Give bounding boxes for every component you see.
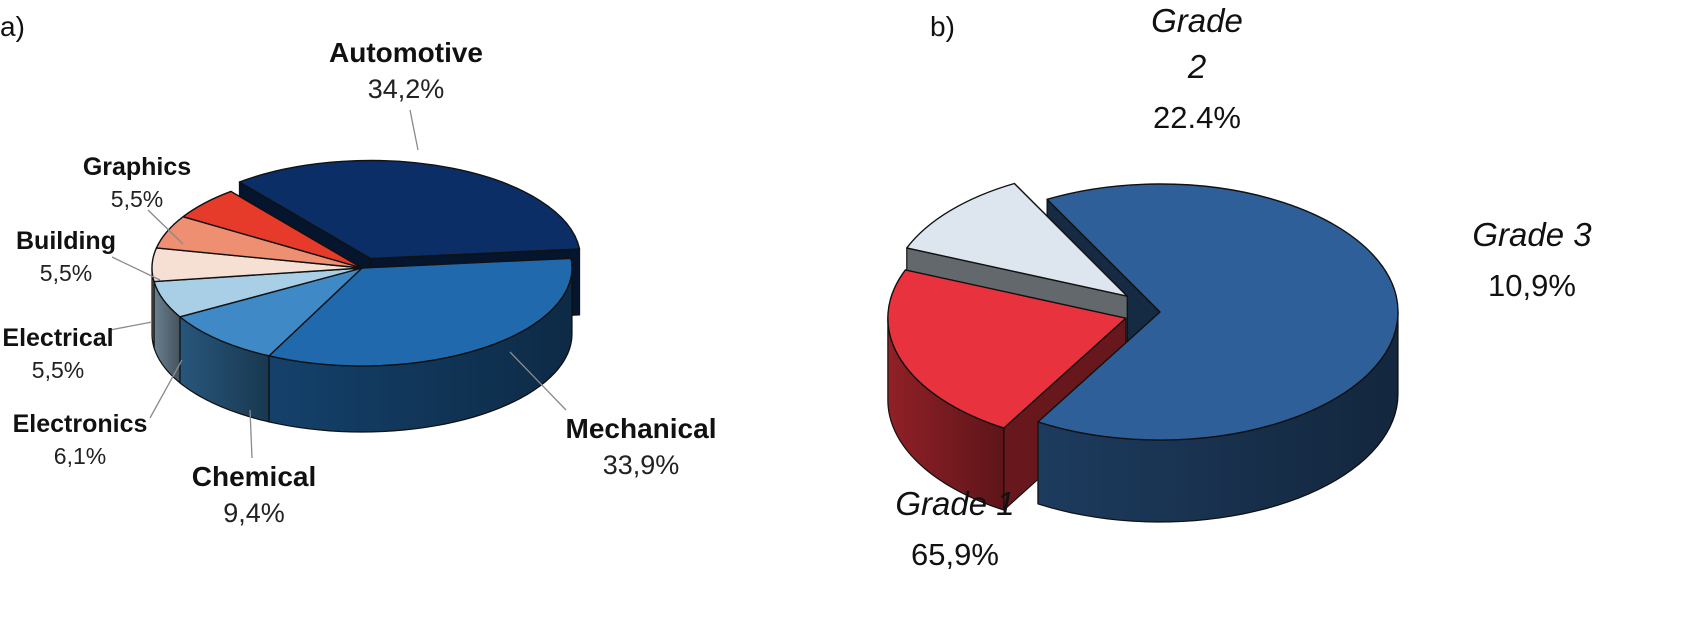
slice-label-graphics: Graphics xyxy=(83,153,191,181)
panel-label-a: a) xyxy=(0,11,25,42)
pie-b xyxy=(887,182,1399,523)
leader-line-automotive xyxy=(409,109,419,151)
slice-value-grade-1: 65,9% xyxy=(911,537,999,572)
pie-side-shade-grade-2 xyxy=(887,318,1004,511)
slice-label-electronics: Electronics xyxy=(13,410,148,438)
slice-value-grade-2: 22.4% xyxy=(1153,100,1241,135)
slice-value-electrical: 5,5% xyxy=(32,357,84,383)
pie-slice-graphics xyxy=(182,190,363,269)
slice-label-mechanical: Mechanical xyxy=(566,413,717,444)
labels-b: Grade 1 65,9% Grade 2 22.4% Grade 3 10,9% xyxy=(895,2,1592,572)
pie-slice-chemical xyxy=(179,267,363,357)
slice-value-automotive: 34,2% xyxy=(368,74,445,104)
slice-label-electrical: Electrical xyxy=(2,324,113,352)
slice-label-chemical: Chemical xyxy=(192,461,317,492)
leader-line-mechanical xyxy=(509,351,567,411)
slice-label-grade-1: Grade 1 xyxy=(895,485,1014,522)
slice-label-automotive: Automotive xyxy=(329,37,483,68)
slice-label-grade-2-line-2: 2 xyxy=(1187,48,1206,85)
slice-value-grade-3: 10,9% xyxy=(1488,268,1576,303)
pie-slice-mechanical xyxy=(268,257,573,367)
slice-value-graphics: 5,5% xyxy=(111,186,163,212)
leader-line-graphics xyxy=(147,209,184,245)
slice-label-grade-3: Grade 3 xyxy=(1472,216,1592,253)
pie-slice-grade-1 xyxy=(1037,183,1399,441)
leader-line-electrical xyxy=(109,321,153,331)
labels-a: Automotive 34,2% Mechanical 33,9% Chemical 9,… xyxy=(2,37,716,528)
pie-side-shade-chemical xyxy=(179,316,269,422)
leader-line-building xyxy=(111,256,161,281)
leader-line-chemical xyxy=(249,409,253,459)
pie-side-shade-grade-1 xyxy=(1038,312,1398,522)
slice-value-electronics: 6,1% xyxy=(54,443,106,469)
panel-label-b: b) xyxy=(930,11,955,42)
pie-slice-grade-3 xyxy=(906,182,1128,297)
pie-side-shade-mechanical xyxy=(269,268,572,432)
pie-slice-automotive xyxy=(238,159,581,260)
pie-side-shade-electronics xyxy=(154,281,180,383)
slice-label-grade-2-line-1: Grade xyxy=(1151,2,1243,39)
leader-line-electronics xyxy=(149,359,183,419)
pie-side-shade-electrical xyxy=(152,268,155,348)
pie-a xyxy=(151,159,581,433)
pie-slice-grade-2 xyxy=(887,269,1127,429)
slice-label-building: Building xyxy=(16,227,116,255)
slice-value-chemical: 9,4% xyxy=(223,498,285,528)
chart-a: a) Automotive 34,2% Mechanical 33,9% Chemica… xyxy=(0,11,716,528)
slice-value-mechanical: 33,9% xyxy=(603,450,680,480)
slice-value-building: 5,5% xyxy=(40,260,92,286)
chart-b: b) Grade 1 65,9% Grade 2 22.4% Grade 3 10,9% xyxy=(887,2,1592,572)
